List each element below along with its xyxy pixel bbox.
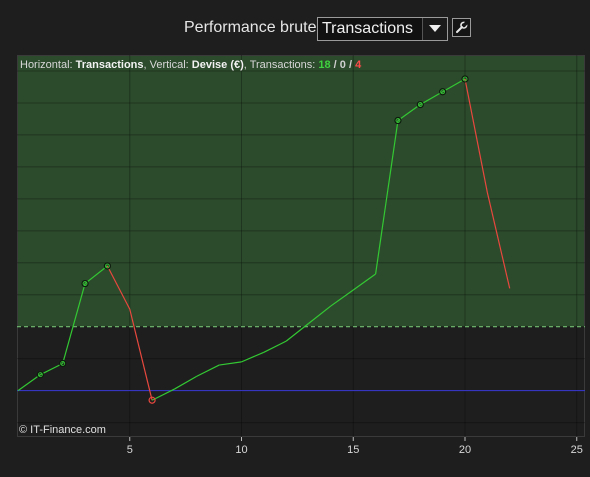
data-point-ring bbox=[105, 263, 110, 269]
loss-segment bbox=[464, 78, 488, 193]
loss-segment bbox=[106, 265, 131, 310]
data-point-ring bbox=[60, 361, 66, 366]
gain-segment bbox=[330, 289, 354, 307]
gain-segment bbox=[17, 374, 41, 392]
loss-segment bbox=[486, 192, 511, 289]
info-neutral: 0 bbox=[339, 59, 346, 71]
positive-zone bbox=[17, 55, 585, 327]
gain-segment bbox=[40, 362, 63, 376]
data-point bbox=[103, 262, 112, 270]
gain-segment bbox=[151, 388, 175, 401]
loss-segment bbox=[129, 308, 153, 401]
info-sep-1: / bbox=[330, 59, 340, 71]
negative-zone bbox=[17, 326, 585, 437]
gain-segment bbox=[84, 265, 108, 285]
info-vertical-label: , Vertical: bbox=[143, 59, 192, 71]
gain-segment bbox=[397, 104, 421, 122]
info-sep-2: / bbox=[345, 59, 356, 71]
chevron-down-icon[interactable] bbox=[422, 18, 447, 40]
mode-select[interactable]: Transactions bbox=[317, 17, 448, 41]
gain-segment bbox=[196, 364, 220, 377]
chart-header: Performance brute Transactions bbox=[0, 0, 590, 52]
data-point bbox=[439, 88, 447, 96]
data-point-ring bbox=[82, 281, 88, 286]
data-point bbox=[461, 75, 469, 83]
gain-segment bbox=[420, 91, 443, 106]
data-point bbox=[81, 279, 89, 288]
gain-segment bbox=[308, 305, 332, 324]
data-point bbox=[394, 116, 402, 125]
chart-title: Performance brute bbox=[184, 19, 317, 36]
gain-segment bbox=[375, 120, 399, 275]
gain-segment bbox=[174, 375, 198, 390]
plot-border bbox=[17, 55, 585, 437]
info-horizontal-label: Horizontal: bbox=[20, 59, 76, 71]
data-point-ring bbox=[462, 76, 468, 82]
data-point bbox=[36, 371, 44, 379]
x-tick-label: 15 bbox=[347, 444, 359, 456]
gain-segment bbox=[442, 78, 466, 93]
mode-select-value: Transactions bbox=[322, 20, 413, 37]
data-point bbox=[59, 359, 67, 368]
x-tick-label: 5 bbox=[127, 444, 133, 456]
data-point-ring bbox=[37, 372, 43, 378]
data-point-ring bbox=[440, 89, 446, 95]
info-losses: 4 bbox=[355, 59, 362, 71]
settings-button[interactable] bbox=[452, 18, 471, 37]
info-wins: 18 bbox=[318, 59, 331, 71]
x-tick-label: 25 bbox=[571, 444, 583, 456]
copyright-text: © IT-Finance.com bbox=[19, 424, 106, 436]
info-vertical-value: Devise (€) bbox=[191, 59, 244, 71]
data-point-ring bbox=[417, 102, 423, 107]
gain-segment bbox=[219, 361, 242, 366]
wrench-icon bbox=[456, 21, 468, 33]
gain-segment bbox=[241, 351, 265, 363]
chart-info: Horizontal: Transactions, Vertical: Devi… bbox=[20, 59, 361, 71]
data-point bbox=[416, 100, 424, 109]
info-transactions-label: , Transactions: bbox=[243, 59, 319, 71]
data-point bbox=[148, 396, 156, 404]
gain-segment bbox=[263, 340, 287, 353]
gain-segment bbox=[285, 323, 309, 342]
info-horizontal-value: Transactions bbox=[75, 59, 144, 71]
x-tick-label: 10 bbox=[235, 444, 247, 456]
data-point-ring bbox=[395, 118, 401, 123]
gain-segment bbox=[62, 283, 86, 364]
x-tick-label: 20 bbox=[459, 444, 471, 456]
gain-segment bbox=[352, 273, 376, 291]
